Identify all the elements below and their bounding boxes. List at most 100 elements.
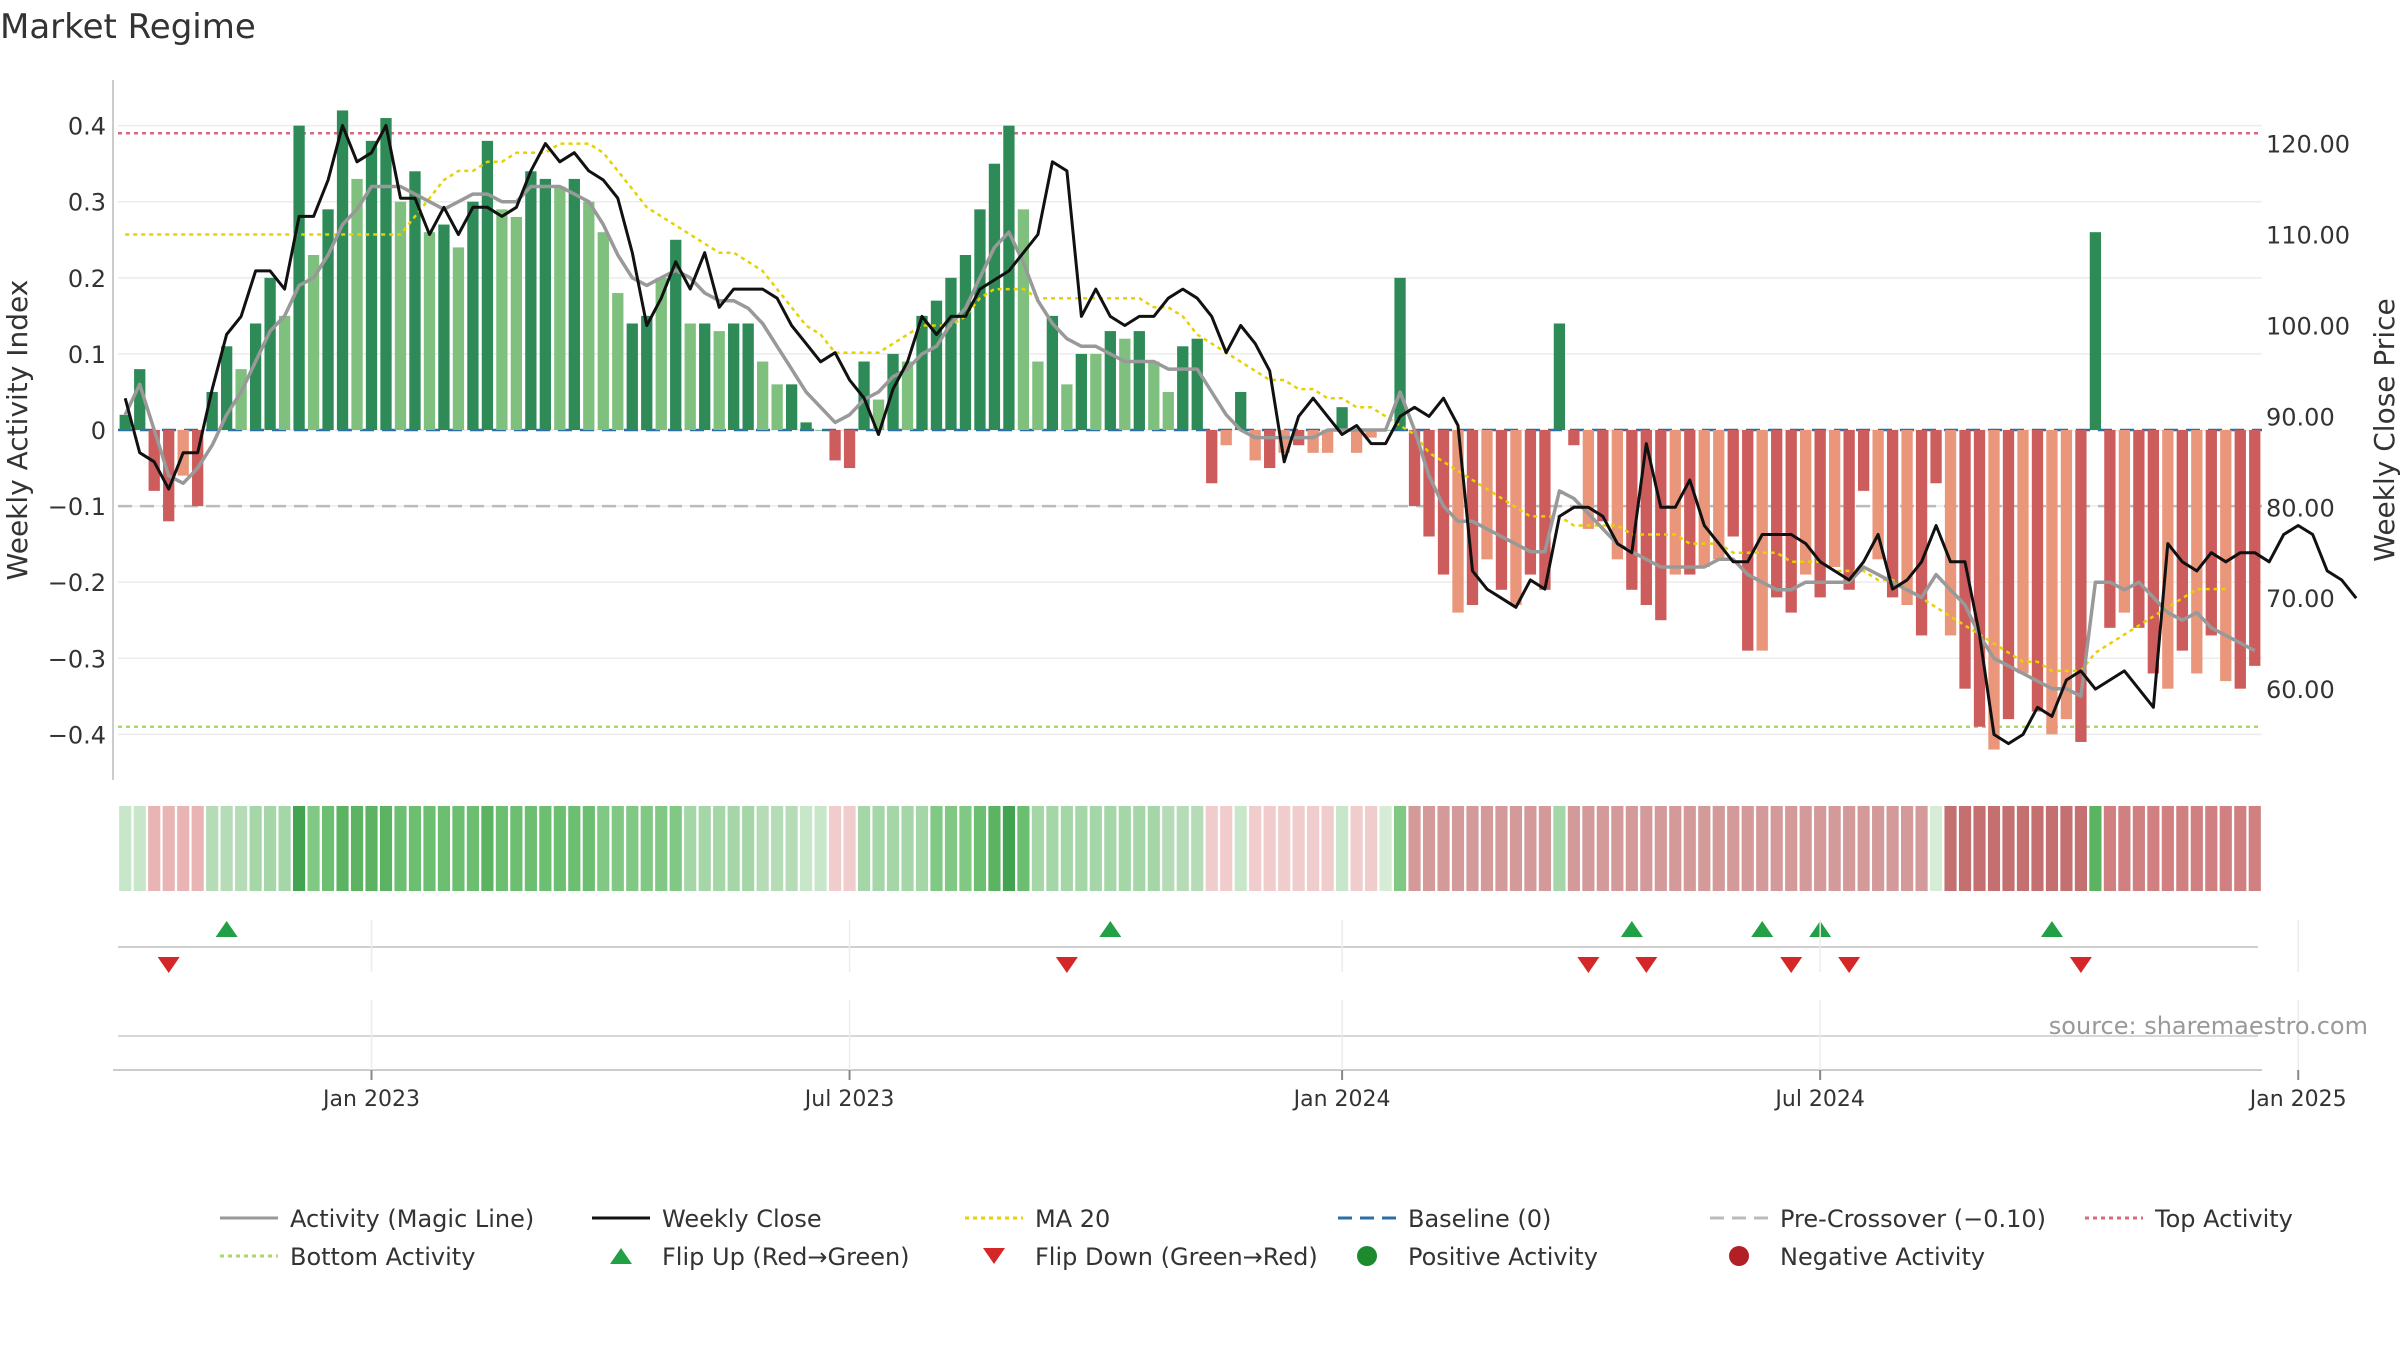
- activity-bar: [597, 232, 609, 430]
- activity-bar: [626, 323, 638, 430]
- activity-bar: [1684, 430, 1696, 575]
- regime-cell: [1872, 806, 1885, 891]
- regime-cell: [1292, 806, 1305, 891]
- right-tick-label: 70.00: [2266, 585, 2335, 613]
- regime-cell: [1596, 806, 1609, 891]
- activity-bar: [1003, 125, 1015, 431]
- activity-bar: [1973, 430, 1986, 727]
- regime-cell: [1987, 806, 2001, 891]
- flip-up-marker: [1751, 921, 1774, 937]
- regime-cell: [727, 806, 740, 891]
- regime-cell: [2016, 806, 2030, 891]
- activity-bar: [1727, 430, 1739, 537]
- legend-label: MA 20: [1035, 1205, 1110, 1233]
- activity-bar: [307, 255, 320, 430]
- regime-cell: [191, 806, 204, 891]
- regime-cell: [336, 806, 349, 891]
- regime-cell: [1422, 806, 1436, 891]
- activity-bar: [699, 323, 711, 430]
- regime-cell: [495, 806, 508, 891]
- right-tick-label: 120.00: [2266, 131, 2350, 159]
- legend-label: Flip Down (Green→Red): [1035, 1243, 1318, 1271]
- left-tick-label: 0.4: [68, 113, 106, 141]
- regime-cell: [365, 806, 378, 891]
- regime-cell: [394, 806, 407, 891]
- regime-cell: [1538, 806, 1552, 891]
- activity-bar: [930, 300, 943, 430]
- regime-cell: [2089, 806, 2102, 891]
- left-tick-label: −0.3: [48, 645, 106, 673]
- activity-bar: [1800, 430, 1812, 575]
- activity-bar: [423, 232, 436, 430]
- legend-item: Baseline (0): [1338, 1205, 1551, 1233]
- activity-bar: [2176, 430, 2188, 651]
- activity-bar: [1524, 430, 1537, 575]
- regime-cell: [973, 806, 987, 891]
- activity-bar: [1408, 430, 1421, 507]
- regime-cell: [2248, 806, 2261, 891]
- legend-item: Weekly Close: [592, 1205, 822, 1233]
- regime-cell: [2190, 806, 2203, 891]
- activity-bar: [1626, 430, 1638, 590]
- regime-cell: [249, 806, 262, 891]
- activity-bar: [1582, 430, 1595, 529]
- legend-label: Flip Up (Red→Green): [662, 1243, 910, 1271]
- regime-cell: [1741, 806, 1754, 891]
- regime-cell: [2147, 806, 2160, 891]
- legend-item: Flip Up (Red→Green): [610, 1243, 910, 1271]
- activity-bar: [1843, 430, 1855, 590]
- activity-bar: [2249, 430, 2261, 666]
- activity-bar: [1075, 353, 1088, 430]
- y-axis-label-left: Weekly Activity Index: [1, 280, 34, 581]
- activity-bar: [1264, 430, 1276, 469]
- activity-bar: [1321, 430, 1334, 453]
- activity-bar: [1032, 361, 1044, 430]
- regime-cell: [2045, 806, 2059, 891]
- regime-cell: [350, 806, 364, 891]
- activity-bar: [1061, 384, 1073, 430]
- x-tick-label: Jul 2024: [1773, 1087, 1865, 1112]
- regime-cell: [1104, 806, 1117, 891]
- regime-cell: [379, 806, 393, 891]
- activity-bar: [1944, 430, 1957, 636]
- activity-bar: [365, 140, 378, 430]
- activity-bar: [1640, 430, 1652, 605]
- regime-cell: [2103, 806, 2116, 891]
- activity-bar: [119, 414, 131, 430]
- regime-cell: [1321, 806, 1334, 891]
- regime-cell: [2031, 806, 2044, 891]
- regime-cell: [1929, 806, 1943, 891]
- regime-cell: [1799, 806, 1812, 891]
- right-tick-label: 100.00: [2266, 312, 2350, 340]
- flip-up-marker: [1099, 921, 1122, 937]
- regime-cell: [1958, 806, 1972, 891]
- activity-bar: [452, 247, 465, 430]
- regime-cell: [1075, 806, 1088, 891]
- flip-up-marker: [2040, 921, 2063, 937]
- activity-bar: [1742, 430, 1754, 651]
- x-tick-label: Jan 2024: [1292, 1087, 1391, 1112]
- activity-bar: [1872, 430, 1884, 560]
- regime-cell: [1393, 806, 1407, 891]
- activity-bar: [2234, 430, 2246, 689]
- ma20-line: [125, 142, 2226, 673]
- activity-bar: [1148, 361, 1160, 430]
- legend-item: Pre-Crossover (−0.10): [1710, 1205, 2046, 1233]
- regime-cell: [292, 806, 306, 891]
- regime-cell: [1118, 806, 1131, 891]
- regime-cell: [220, 806, 233, 891]
- regime-cell: [2118, 806, 2131, 891]
- flip-down-marker: [157, 957, 180, 973]
- regime-cell: [1900, 806, 1914, 891]
- flip-down-marker: [1577, 957, 1600, 973]
- activity-bar: [843, 430, 856, 469]
- activity-bar: [2075, 430, 2087, 742]
- regime-cell: [1495, 806, 1508, 891]
- activity-bar: [1206, 430, 1218, 484]
- activity-bar: [1481, 430, 1493, 560]
- legend-label: Activity (Magic Line): [290, 1205, 534, 1233]
- activity-bar: [1901, 430, 1913, 605]
- regime-cell: [1002, 806, 1016, 891]
- activity-bar: [901, 361, 914, 430]
- x-tick-label: Jan 2023: [321, 1087, 420, 1112]
